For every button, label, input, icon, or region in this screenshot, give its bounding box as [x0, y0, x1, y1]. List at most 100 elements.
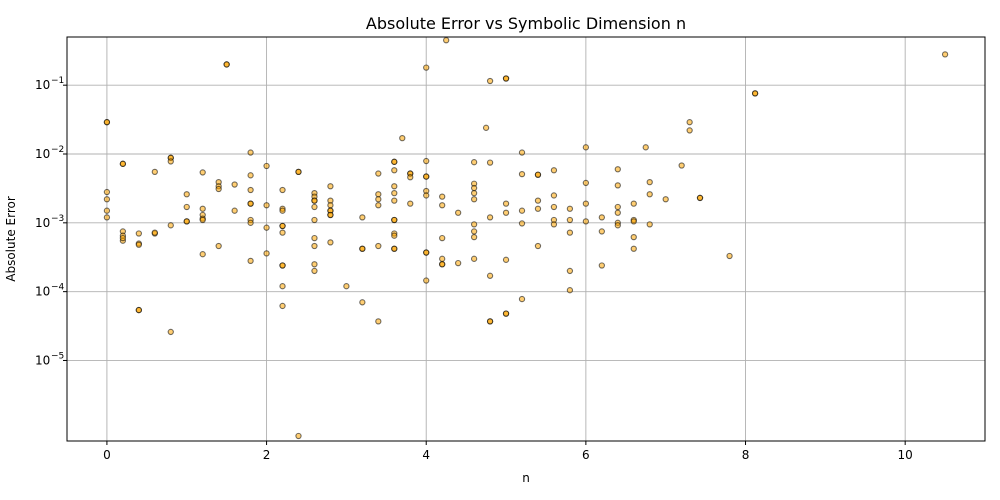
data-point — [470, 189, 478, 197]
data-point — [247, 186, 254, 194]
y-tick-label: 10 — [35, 78, 50, 92]
data-point — [582, 179, 590, 187]
data-points — [103, 37, 949, 440]
data-point — [359, 245, 366, 252]
chart-title: Absolute Error vs Symbolic Dimension n — [366, 14, 686, 33]
data-point — [151, 229, 158, 236]
data-point — [103, 214, 111, 221]
data-point — [119, 234, 127, 242]
x-tick-label: 0 — [103, 448, 111, 462]
data-point — [295, 432, 302, 440]
data-point — [470, 159, 478, 166]
data-point — [311, 203, 318, 211]
y-tick-exponent: −1 — [51, 76, 64, 86]
data-point — [247, 257, 254, 265]
y-tick-label: 10 — [35, 147, 50, 161]
data-point — [423, 249, 430, 256]
data-point — [550, 221, 558, 228]
data-point — [199, 251, 206, 258]
data-point — [135, 230, 142, 237]
y-tick-exponent: −3 — [51, 214, 64, 224]
data-point — [167, 328, 174, 336]
data-point — [167, 222, 174, 229]
data-point — [311, 234, 318, 242]
data-point — [359, 299, 366, 306]
data-point — [486, 214, 494, 221]
data-point — [295, 168, 302, 176]
data-point — [327, 183, 334, 190]
data-point — [614, 209, 621, 216]
data-point — [375, 196, 382, 203]
data-point — [343, 283, 350, 290]
data-point — [550, 192, 558, 199]
x-tick-label: 6 — [582, 448, 590, 462]
data-point — [614, 166, 621, 173]
data-point — [518, 207, 526, 214]
data-point — [247, 219, 254, 226]
data-point — [486, 272, 494, 279]
data-point — [502, 310, 510, 317]
data-point — [439, 193, 446, 200]
data-point — [534, 197, 542, 204]
data-point — [566, 205, 574, 212]
data-point — [486, 318, 494, 325]
data-point — [614, 203, 621, 211]
data-point — [151, 168, 158, 176]
data-point — [391, 158, 398, 165]
data-point — [486, 159, 494, 166]
data-point — [502, 209, 510, 216]
y-tick-exponent: −5 — [51, 351, 64, 361]
y-tick-label: 10 — [35, 216, 50, 230]
x-tick-label: 2 — [263, 448, 271, 462]
data-point — [686, 119, 693, 126]
data-point — [614, 182, 621, 189]
x-tick-label: 8 — [742, 448, 750, 462]
data-point — [614, 222, 621, 229]
data-point — [642, 144, 649, 151]
data-point — [375, 242, 382, 250]
y-tick-exponent: −4 — [51, 283, 65, 293]
data-point — [247, 200, 254, 207]
data-point — [662, 196, 669, 203]
data-point — [375, 318, 382, 325]
data-point — [183, 218, 190, 225]
data-point — [630, 218, 637, 225]
data-point — [407, 200, 414, 207]
data-point — [231, 181, 238, 188]
data-point — [223, 61, 230, 68]
data-point — [311, 197, 318, 204]
data-point — [941, 51, 949, 58]
data-point — [566, 216, 574, 224]
data-point — [630, 200, 637, 207]
data-point — [582, 200, 590, 207]
data-point — [486, 77, 494, 85]
axes-frame — [66, 36, 986, 442]
data-point — [454, 259, 462, 267]
data-point — [678, 162, 685, 169]
data-point — [646, 178, 653, 186]
x-tick-label: 10 — [898, 448, 913, 462]
data-point — [470, 196, 478, 203]
data-point — [399, 134, 406, 142]
data-point — [566, 267, 574, 275]
data-point — [119, 160, 127, 167]
data-point — [502, 200, 510, 207]
data-point — [263, 202, 270, 209]
data-point — [423, 64, 430, 71]
data-point — [502, 75, 510, 82]
data-point — [423, 173, 430, 180]
data-point — [231, 207, 238, 214]
data-point — [751, 90, 759, 97]
data-point — [327, 202, 334, 209]
data-point — [391, 232, 398, 239]
data-point — [279, 262, 286, 269]
data-point — [646, 191, 653, 198]
grid — [67, 37, 985, 441]
data-point — [311, 242, 318, 250]
data-point — [391, 197, 398, 204]
data-point — [391, 216, 398, 224]
data-point — [518, 149, 526, 156]
data-point — [391, 189, 398, 197]
